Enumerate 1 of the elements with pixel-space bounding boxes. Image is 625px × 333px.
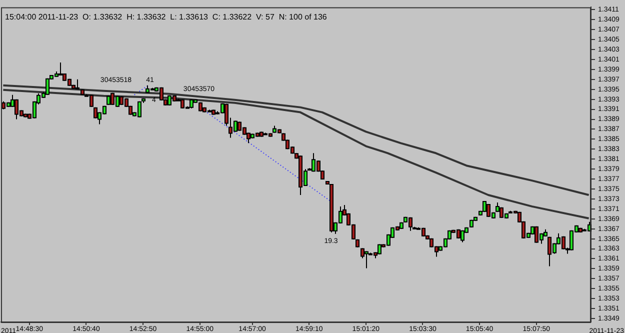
text: 15:04:00 2011-11-23 O: 1.33632 H: 1.33632 L: 1.33613 C: 1.33622 V: 57 N: 100 of 136 [5, 12, 328, 22]
